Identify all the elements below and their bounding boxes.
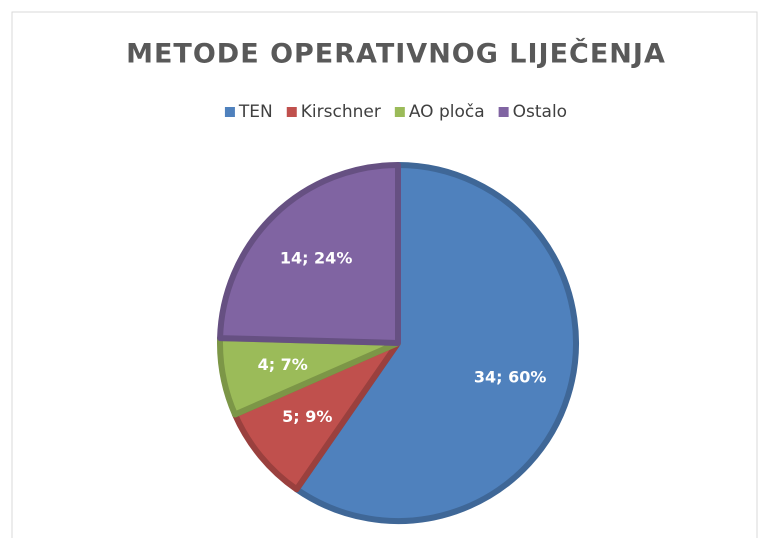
- data-label: 34; 60%: [474, 368, 547, 387]
- legend-label: Kirschner: [301, 102, 381, 122]
- chart-title: METODE OPERATIVNOG LIJEČENJA: [126, 38, 666, 70]
- data-label: 5; 9%: [282, 407, 332, 426]
- legend-swatch: [498, 107, 509, 117]
- pie-slice: [293, 162, 579, 524]
- pie-slice: [217, 162, 401, 346]
- legend-label: AO ploča: [409, 102, 485, 122]
- data-label: 14; 24%: [280, 248, 353, 267]
- data-label: 4; 7%: [258, 355, 308, 374]
- legend-label: TEN: [238, 102, 273, 122]
- legend-swatch: [286, 107, 297, 117]
- legend-swatch: [394, 107, 405, 117]
- legend-label: Ostalo: [513, 102, 567, 122]
- legend-swatch: [224, 107, 235, 117]
